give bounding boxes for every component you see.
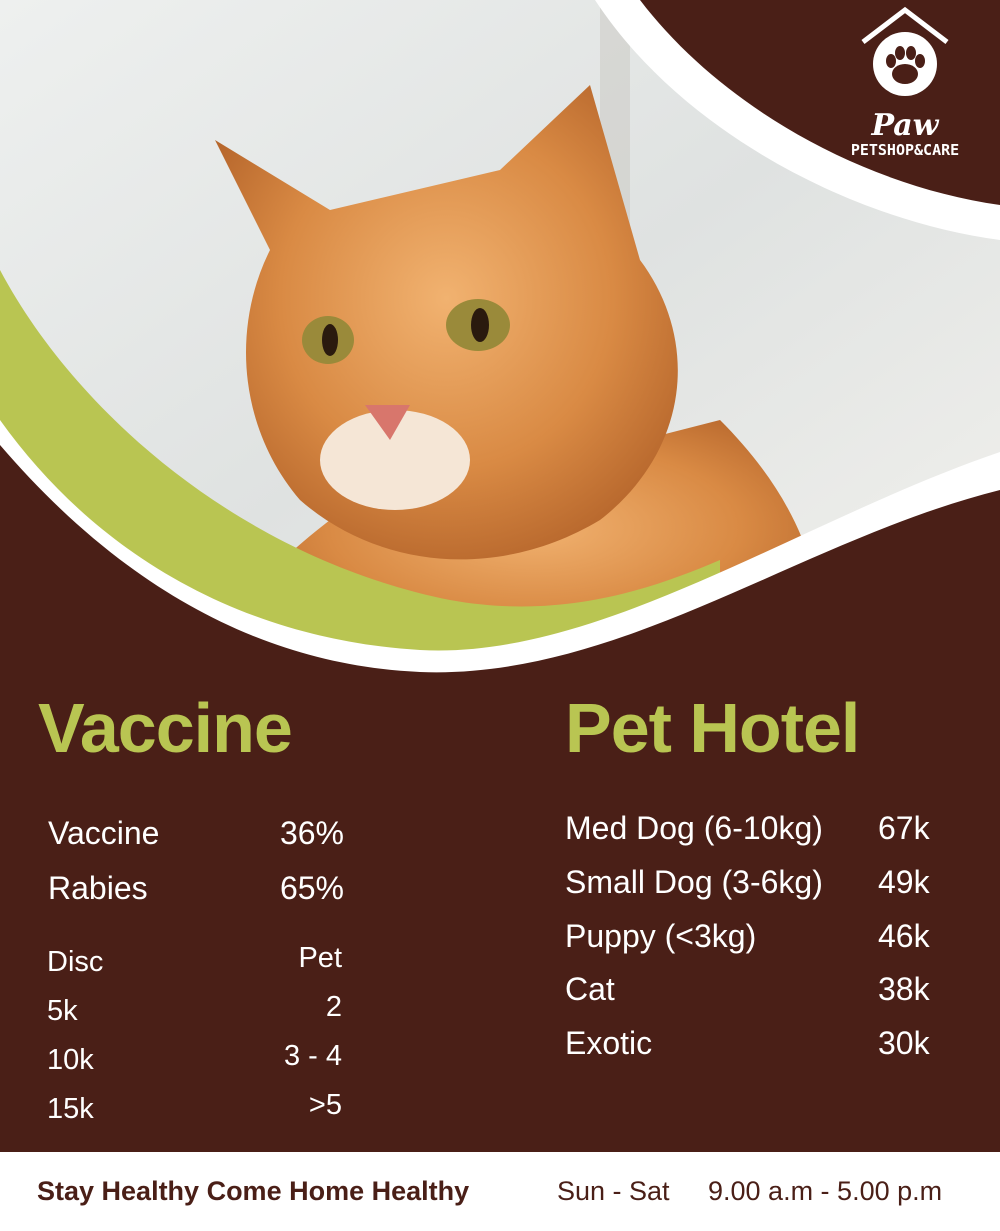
hotel-item-price: 46k	[878, 918, 930, 954]
disc-header: Disc	[47, 946, 104, 978]
disc-value: 15k	[47, 1093, 94, 1125]
vaccine-title: Vaccine	[38, 689, 293, 767]
pet-count: 3 - 4	[283, 1040, 342, 1072]
hotel-item-label: Med Dog (6-10kg)	[565, 810, 823, 846]
rabies-label: Rabies	[48, 870, 148, 906]
hotel-item-price: 67k	[878, 810, 930, 846]
vaccine-price: 36%	[279, 815, 344, 851]
pet-hotel-title: Pet Hotel	[565, 689, 860, 767]
logo-brand: Paw	[871, 108, 939, 143]
brown-panel	[0, 445, 1000, 1152]
hotel-item-price: 38k	[878, 971, 930, 1007]
opening-days: Sun - Sat	[557, 1176, 670, 1206]
hotel-item-price: 49k	[878, 864, 930, 900]
hotel-item-label: Cat	[565, 971, 615, 1007]
logo-tagline: PETSHOP&CARE	[850, 141, 960, 159]
hotel-item-label: Exotic	[565, 1025, 653, 1061]
vaccine-label: Vaccine	[48, 815, 160, 851]
pet-header: Pet	[298, 942, 342, 974]
slogan: Stay Healthy Come Home Healthy	[37, 1176, 470, 1206]
house-paw-icon	[861, 6, 949, 96]
hotel-item-label: Puppy (<3kg)	[565, 918, 757, 954]
rabies-price: 65%	[279, 870, 344, 906]
disc-value: 5k	[47, 995, 78, 1027]
hotel-item-label: Small Dog (3-6kg)	[565, 864, 823, 900]
footer: Stay Healthy Come Home Healthy Sun - Sat…	[0, 1152, 1000, 1231]
hotel-item-price: 30k	[878, 1025, 930, 1061]
pet-count: >5	[308, 1089, 342, 1121]
disc-value: 10k	[47, 1044, 94, 1076]
opening-hours: 9.00 a.m - 5.00 p.m	[708, 1176, 943, 1206]
pet-count: 2	[325, 991, 342, 1023]
logo: Paw PETSHOP&CARE	[835, 4, 975, 159]
